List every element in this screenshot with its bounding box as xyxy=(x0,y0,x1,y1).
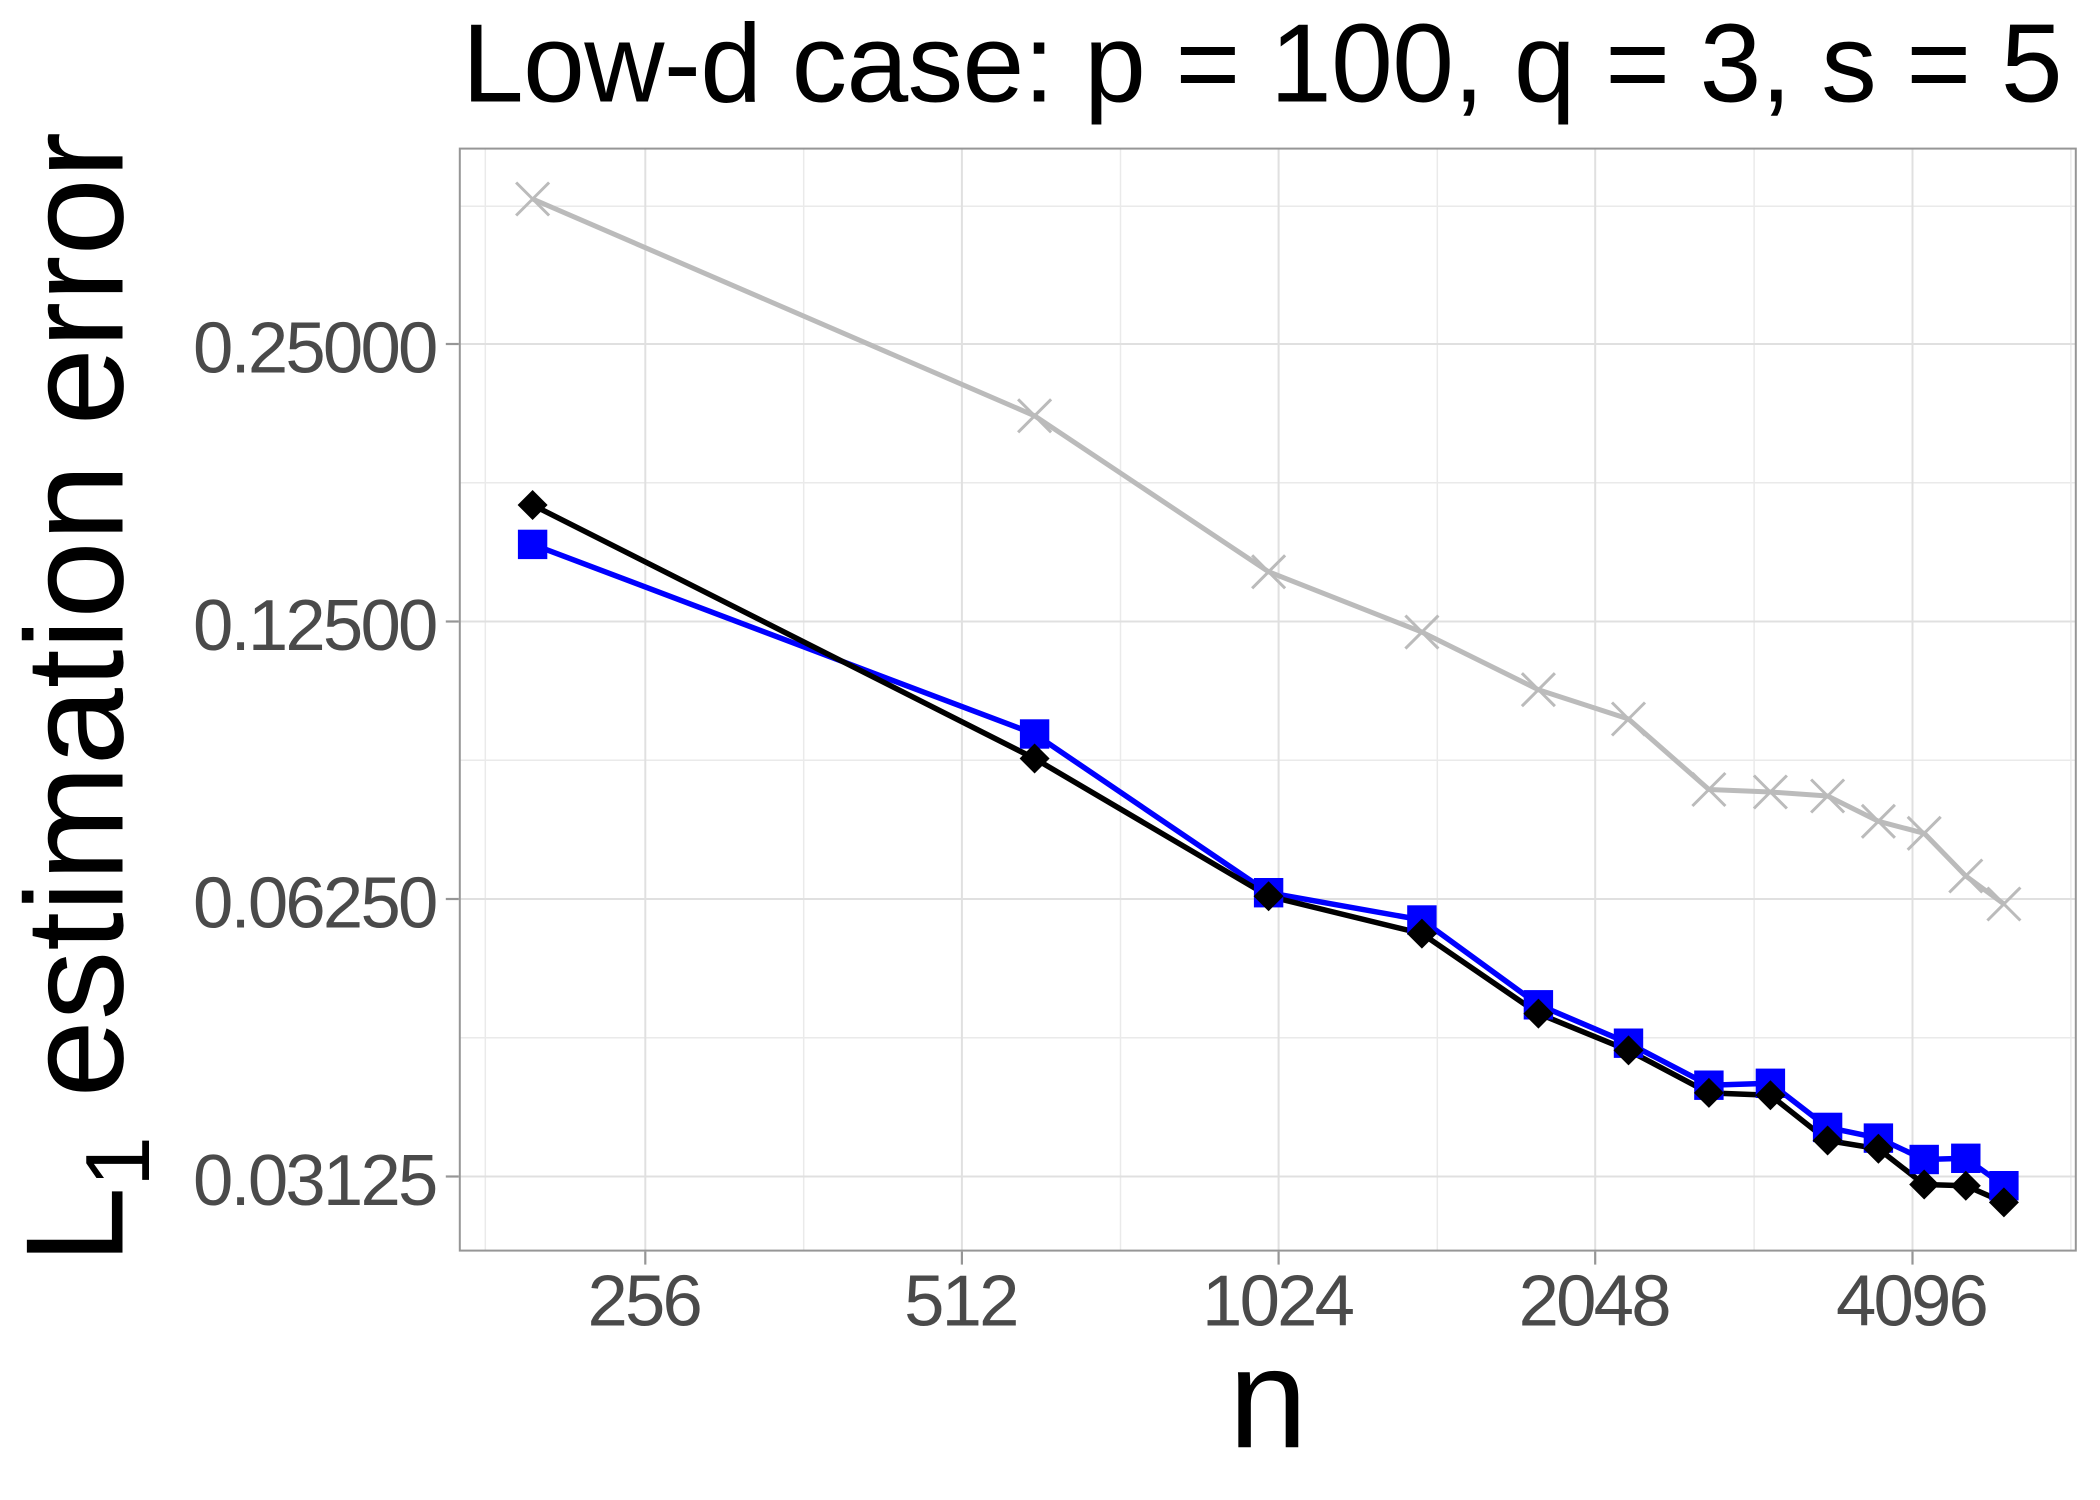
svg-text:4096: 4096 xyxy=(1836,1260,1987,1341)
svg-text:L1 estimation error: L1 estimation error xyxy=(0,132,169,1264)
svg-text:0.06250: 0.06250 xyxy=(193,863,436,944)
svg-text:n: n xyxy=(1229,1319,1308,1478)
svg-text:2048: 2048 xyxy=(1519,1260,1670,1341)
svg-text:Low-d case: p = 100, q = 3, s: Low-d case: p = 100, q = 3, s = 5 xyxy=(462,2,2062,126)
svg-text:256: 256 xyxy=(588,1260,701,1341)
svg-text:1024: 1024 xyxy=(1202,1260,1354,1341)
svg-text:0.03125: 0.03125 xyxy=(193,1140,436,1221)
svg-text:0.25000: 0.25000 xyxy=(193,308,436,389)
svg-text:512: 512 xyxy=(904,1260,1017,1341)
svg-text:0.12500: 0.12500 xyxy=(193,585,436,666)
